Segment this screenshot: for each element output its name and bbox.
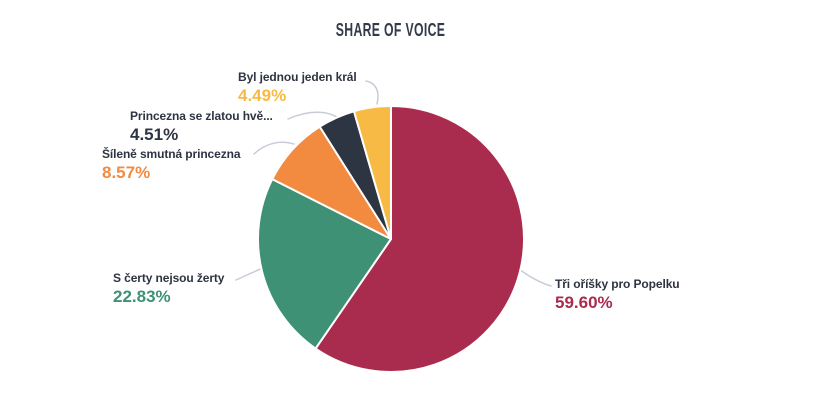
leader-line-byl-jednou (365, 80, 379, 105)
label-princezna-se-zlatou: Princezna se zlatou hvě... 4.51% (130, 109, 273, 144)
slice-value-text: 22.83% (113, 287, 171, 306)
slice-value-text: 4.49% (238, 86, 287, 105)
slice-label-text: Tři oříšky pro Popelku (555, 277, 680, 291)
pie-slice-0[interactable] (314, 105, 525, 373)
label-s-certy-nejsou-zerty: S čerty nejsou žerty 22.83% (113, 271, 224, 306)
label-byl-jednou-jeden-kral: Byl jednou jeden král 4.49% (238, 70, 357, 105)
slice-label-text: Šíleně smutná princezna (102, 147, 241, 161)
chart-title-text: SHARE OF VOICE (336, 20, 446, 40)
slice-value-text: 4.51% (130, 125, 179, 144)
slice-label-text: Byl jednou jeden král (238, 70, 357, 84)
chart-title: SHARE OF VOICE (0, 20, 782, 41)
leader-line-princezna (287, 111, 341, 120)
slice-value-text: 8.57% (102, 163, 151, 182)
slice-value-text: 59.60% (555, 293, 613, 312)
label-silene-smutna-princezna: Šíleně smutná princezna 8.57% (102, 147, 241, 182)
leader-line-s-certy (235, 267, 264, 281)
slice-label-text: S čerty nejsou žerty (113, 271, 225, 285)
slice-label-text: Princezna se zlatou hvě... (130, 109, 273, 123)
pie-slice-1[interactable] (257, 178, 392, 350)
label-tri-orisky-pro-popelku: Tři oříšky pro Popelku 59.60% (555, 277, 680, 312)
leader-line-tri-orisky (518, 268, 552, 287)
pie-slice-4[interactable] (352, 105, 392, 240)
leader-line-silene (253, 141, 295, 155)
pie (257, 105, 525, 373)
